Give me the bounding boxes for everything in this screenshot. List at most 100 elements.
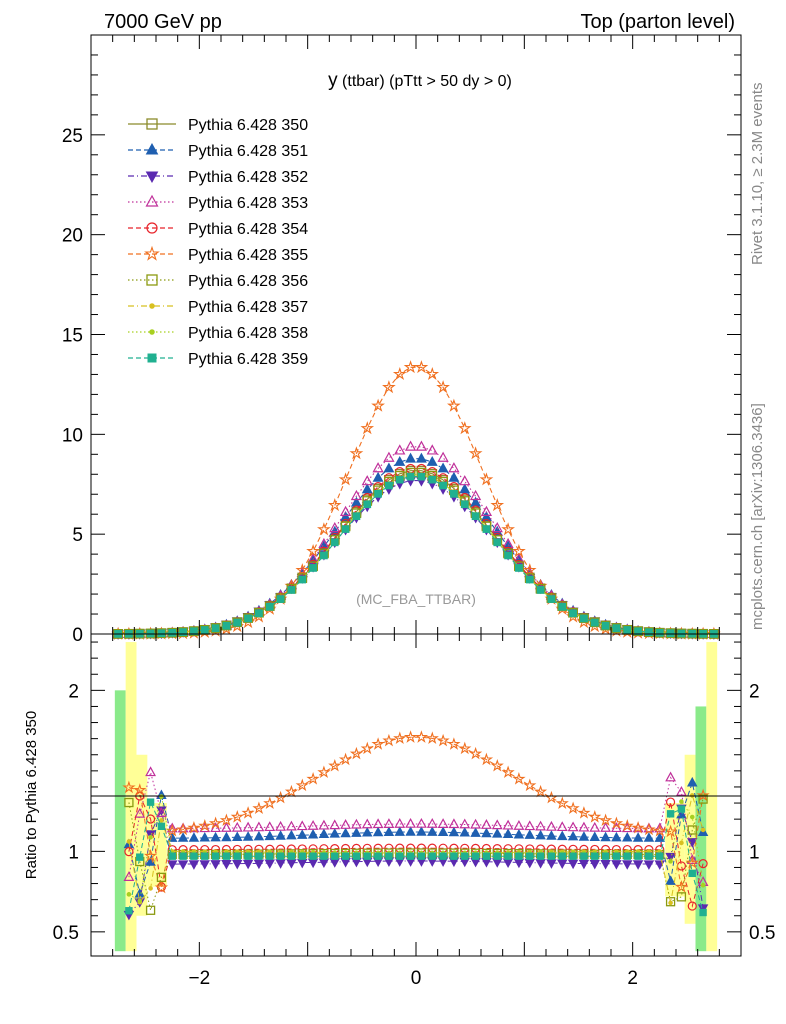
ratio-2-point-23 [372,818,384,829]
series-5-point-21 [338,472,353,486]
ratio-2-point-27 [416,817,427,828]
ratio-8-point-50 [666,810,675,818]
legend-entry-1: Pythia 6.428 351 [128,142,308,160]
series-9-point-20 [330,538,339,547]
series-5-point-23 [360,421,375,435]
legend-label-7: Pythia 6.428 357 [188,299,308,316]
series-5-point-26 [392,366,407,381]
series-5-point-28 [414,360,429,374]
ratio-2-point-21 [351,818,362,829]
ratio-2-point-11 [242,821,254,832]
series-9-point-19 [320,551,328,560]
ratio-2-point-30 [448,818,460,829]
ratio-4-point-20 [338,752,353,766]
ratio-6-point-53 [700,827,706,833]
ratio-0-point-39 [546,830,557,840]
series-9-point-17 [298,575,307,584]
series-2 [112,476,720,640]
ratio-1-point-39 [546,859,557,869]
ratio-0-point-36 [513,828,525,839]
series-3-point-24 [372,462,384,473]
ratio-0-point-20 [340,827,351,838]
legend-entry-3: Pythia 6.428 353 [128,194,308,212]
ratio-8-point-32 [471,852,480,860]
ratio-5-point-3 [156,872,167,883]
ratio-1-point-10 [232,859,243,870]
series-3-point-33 [469,489,482,501]
series-9-point-40 [547,595,556,603]
ratio-0-point-41 [567,830,579,841]
ratio-8-point-1 [136,853,144,861]
ratio-2-point-15 [286,820,297,831]
ratio-4-point-40 [555,796,569,810]
ratio-8-point-30 [450,852,458,860]
series-5-point-22 [349,446,364,460]
series-3-point-29 [426,444,438,455]
ratio-0-point-24 [383,826,395,836]
series-line-2 [118,480,714,635]
ratio-8-point-16 [298,852,306,860]
ratio-1-point-12 [253,859,265,870]
ratio-8-point-19 [331,852,339,860]
ratio-2-point-35 [502,819,514,830]
ratio-2-point-3 [156,807,167,818]
legend-label-6: Pythia 6.428 356 [188,273,308,290]
legend-entry-8: Pythia 6.428 358 [128,325,308,342]
ratio-4-point-18 [317,765,331,779]
ratio-6-point-51 [679,840,684,846]
ratio-2-point-13 [264,821,276,832]
series-9-point-28 [417,472,426,481]
ratio-4-point-37 [523,778,537,792]
series-line-0 [118,470,714,635]
ratio-4-point-33 [479,752,494,766]
ratio-4-point-46 [620,818,634,832]
ratio-2-point-44 [600,822,611,832]
series-5-point-17 [295,563,310,577]
ratio-8-point-39 [547,852,556,860]
ratio-8-point-40 [558,852,566,860]
legend-label-0: Pythia 6.428 350 [188,117,308,134]
ratio-8-point-6 [190,852,198,860]
ratio-2-point-32 [470,818,481,829]
series-3-point-20 [329,521,341,533]
ratio-ytick-label-0: 0.5 [53,923,79,944]
ratio-2-point-49 [654,822,666,833]
series-3-point-21 [339,505,352,517]
series-9-point-18 [309,564,317,572]
series-3-point-26 [394,444,406,455]
ratio-2-point-40 [556,821,568,832]
ratio-line-2 [128,770,704,883]
ratio-0-point-47 [632,832,644,842]
series-5-point-25 [382,380,396,394]
ratio-0-point-38 [535,829,546,840]
ratio-1-point-37 [524,858,535,869]
ratio-5-point-52 [687,825,697,835]
series-9-point-22 [352,512,361,521]
ratio-0-point-16 [297,829,308,839]
ratio-2-point-28 [426,818,438,828]
ratio-8-point-10 [233,852,241,860]
ratio-4-point-6 [187,820,201,834]
series-9-point-41 [558,602,567,611]
ratio-1-point-50 [665,852,676,863]
series-9-point-32 [460,500,469,509]
ratio-4-point-30 [447,737,461,750]
ratio-8-point-47 [634,852,642,860]
legend-swatch-marker-7 [149,303,155,309]
ratio-series-1 [123,804,709,921]
series-3-point-28 [415,440,428,451]
series-9-point-4 [157,629,166,638]
series-9-point-15 [276,595,285,603]
ratio-0-point-10 [232,831,243,841]
ratio-8-point-52 [688,869,696,878]
ratio-0-point-45 [611,831,622,842]
ratio-2-point-33 [481,819,492,829]
ratio-0-point-37 [524,829,535,839]
ratio-8-point-43 [591,852,599,860]
main-ytick-label-5: 25 [62,126,83,147]
ratio-4-point-19 [328,758,342,772]
ratio-0-point-48 [643,832,655,842]
ratio-4-point-44 [598,813,613,827]
ratio-ytick-label-1: 1 [68,842,79,863]
